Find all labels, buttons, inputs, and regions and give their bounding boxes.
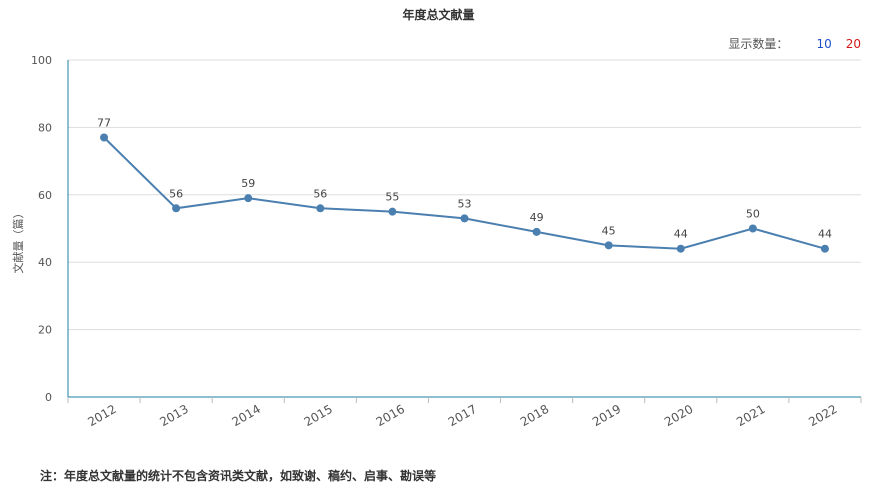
data-points — [100, 133, 829, 253]
data-point-2016 — [388, 207, 397, 216]
data-point-2013 — [172, 204, 181, 213]
y-tick-label: 100 — [31, 54, 52, 67]
data-point-2017 — [460, 214, 469, 223]
x-tick-label: 2013 — [157, 402, 190, 429]
data-label-2022: 44 — [818, 228, 832, 241]
footnote: 注：年度总文献量的统计不包含资讯类文献，如致谢、稿约、启事、勘误等 — [40, 469, 437, 483]
data-point-2021 — [748, 224, 757, 233]
x-tick-label: 2012 — [85, 402, 118, 429]
data-point-2022 — [820, 244, 829, 253]
y-tick-label: 20 — [38, 324, 52, 337]
data-point-2014 — [244, 194, 253, 203]
chart-title: 年度总文献量 — [402, 8, 475, 22]
count-option-20[interactable]: 20 — [845, 36, 861, 51]
display-count-selector: 显示数量： 10 20 — [728, 35, 861, 52]
data-label-2017: 53 — [458, 197, 472, 210]
data-point-2020 — [676, 244, 685, 253]
data-labels: 77 56 59 56 55 53 49 45 44 50 44 — [97, 117, 832, 241]
display-count-label: 显示数量： — [728, 37, 789, 51]
y-tick-label: 80 — [38, 121, 52, 134]
data-point-2015 — [316, 204, 325, 213]
series-line — [103, 136, 826, 250]
data-label-2021: 50 — [746, 208, 760, 221]
data-label-2013: 56 — [169, 187, 183, 200]
data-label-2015: 56 — [313, 187, 327, 200]
x-tick-label: 2021 — [734, 402, 767, 429]
data-label-2016: 55 — [385, 191, 399, 204]
y-tick-label: 0 — [45, 391, 52, 404]
x-tick-label: 2022 — [806, 402, 839, 429]
grid-lines — [68, 59, 861, 331]
x-tick-label: 2019 — [590, 402, 623, 429]
data-point-2019 — [604, 241, 613, 250]
x-tick-label: 2017 — [446, 402, 479, 429]
count-option-10[interactable]: 10 — [816, 36, 832, 51]
data-label-2014: 59 — [241, 177, 255, 190]
y-tick-labels: 0 20 40 60 80 100 — [31, 54, 52, 404]
x-tick-labels: 2012 2013 2014 2015 2016 2017 2018 2019 2020 2021… — [85, 402, 839, 429]
data-label-2018: 49 — [530, 211, 544, 224]
y-tick-label: 40 — [38, 256, 52, 269]
data-label-2012: 77 — [97, 117, 111, 130]
data-point-2012 — [100, 133, 109, 142]
series-polyline — [103, 136, 826, 250]
y-tick-label: 60 — [38, 189, 52, 202]
x-tick-label: 2016 — [374, 402, 407, 429]
x-tick-label: 2018 — [518, 402, 551, 429]
data-label-2020: 44 — [674, 228, 688, 241]
y-axis-label: 文献量（篇） — [11, 208, 25, 274]
x-tick-label: 2015 — [302, 402, 335, 429]
x-tick-label: 2020 — [662, 402, 695, 429]
data-label-2019: 45 — [602, 224, 616, 237]
x-tick-label: 2014 — [230, 402, 263, 429]
axes — [67, 60, 862, 403]
data-point-2018 — [532, 227, 541, 236]
